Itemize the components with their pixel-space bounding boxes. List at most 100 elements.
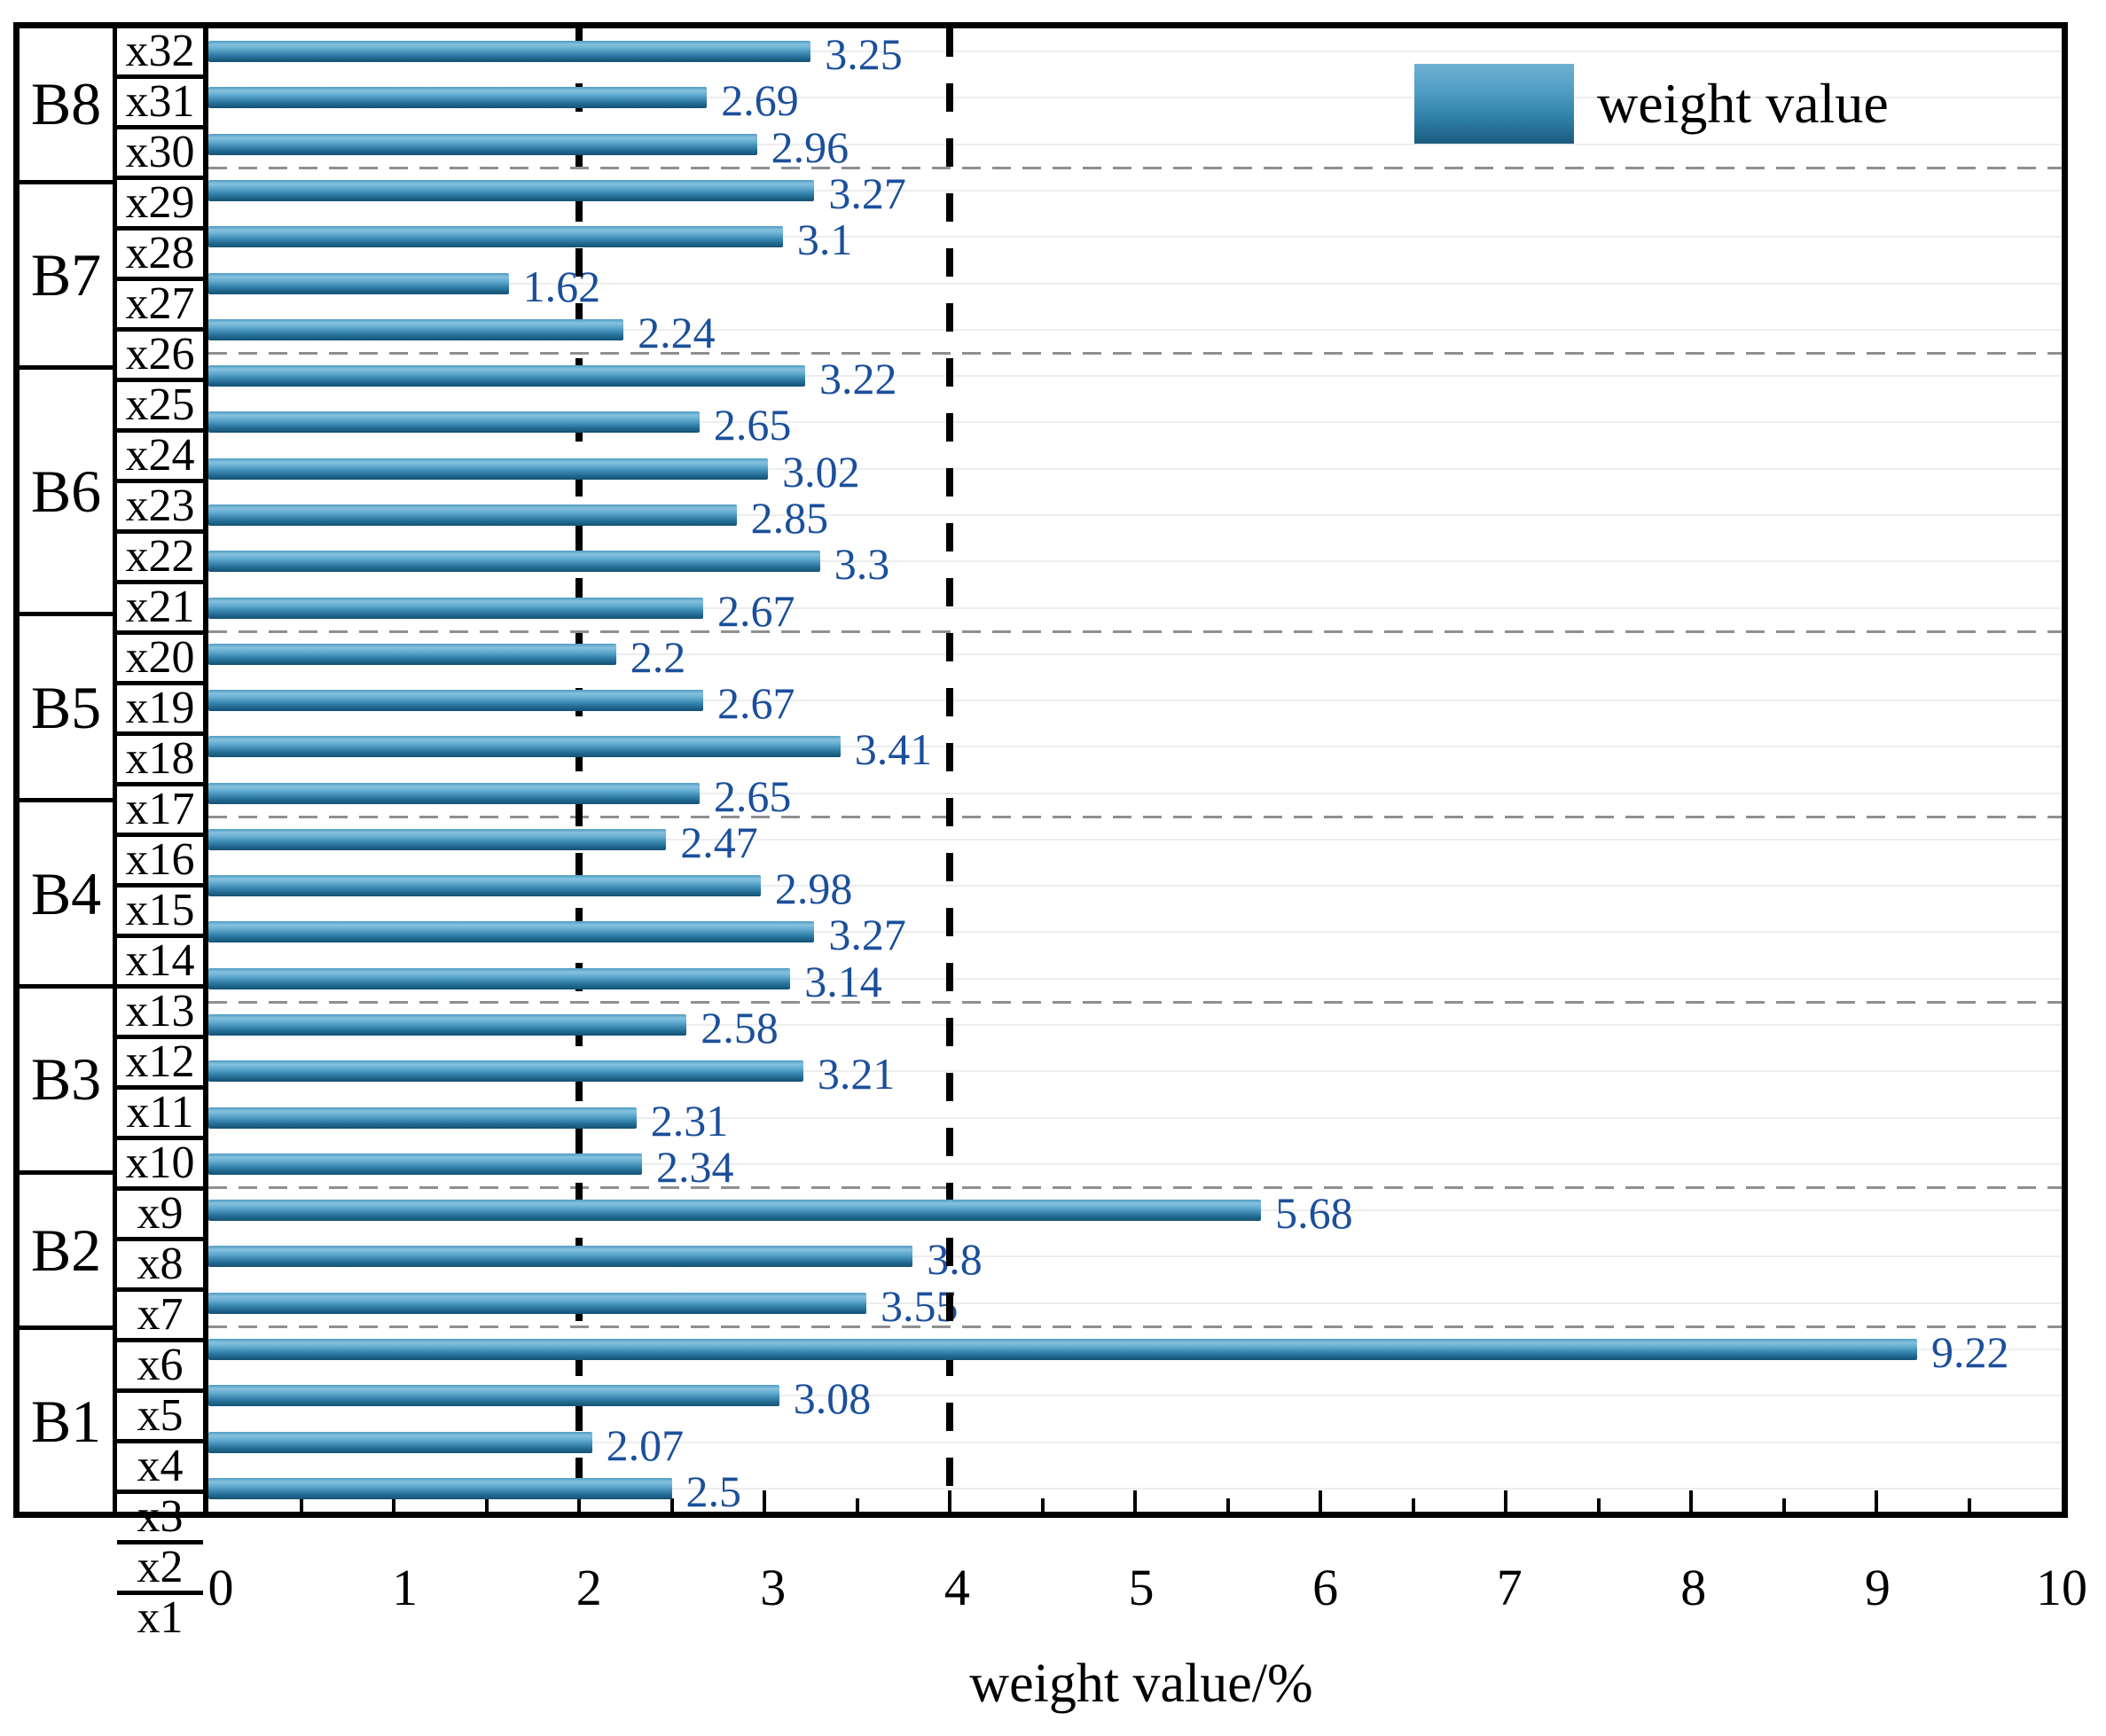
row-label-text: x21 bbox=[125, 582, 195, 632]
group-label-B3: B3 bbox=[20, 989, 113, 1175]
row-label-x11: x11 bbox=[117, 1090, 203, 1140]
bar-x24 bbox=[208, 411, 700, 434]
bar-value-label: 2.31 bbox=[650, 1095, 729, 1146]
bar-value-label: 3.41 bbox=[854, 724, 933, 775]
bar-value-label: 2.5 bbox=[685, 1466, 742, 1516]
group-separator bbox=[208, 351, 2062, 355]
bar-value-label: 2.2 bbox=[630, 631, 686, 682]
row-label-x23: x23 bbox=[117, 483, 203, 534]
row-label-text: x17 bbox=[125, 784, 195, 834]
bar-value-label: 2.24 bbox=[638, 307, 716, 357]
bar-row-x18: 2.67 bbox=[208, 677, 2062, 725]
axis-tick-label: 1 bbox=[392, 1559, 419, 1616]
row-gridline bbox=[208, 1255, 2062, 1258]
bar-value-label: 3.27 bbox=[828, 168, 906, 218]
bar-value-label: 3.1 bbox=[796, 215, 853, 265]
bar-value-label: 3.27 bbox=[828, 910, 906, 960]
bar-x2 bbox=[208, 1431, 592, 1453]
row-label-text: x25 bbox=[125, 379, 195, 430]
bar-x10 bbox=[208, 1060, 803, 1083]
row-label-text: x6 bbox=[137, 1340, 184, 1390]
row-label-x30: x30 bbox=[117, 129, 203, 180]
bar-row-x12: 3.14 bbox=[208, 956, 2062, 1004]
row-label-x20: x20 bbox=[117, 635, 203, 685]
bar-value-label: 2.47 bbox=[680, 817, 758, 867]
row-label-x9: x9 bbox=[117, 1191, 203, 1241]
row-gridline bbox=[208, 885, 2062, 888]
row-label-text: x4 bbox=[137, 1441, 184, 1491]
axis-tick bbox=[763, 1490, 766, 1512]
bar-value-label: 2.58 bbox=[701, 1003, 779, 1053]
reference-line-2 bbox=[575, 28, 583, 1512]
bar-value-label: 9.22 bbox=[1930, 1327, 2009, 1378]
row-label-text: x12 bbox=[125, 1036, 195, 1087]
bar-x26 bbox=[208, 318, 624, 340]
group-label-text: B2 bbox=[30, 1216, 102, 1284]
bar-row-x13: 3.27 bbox=[208, 909, 2062, 960]
row-label-x29: x29 bbox=[117, 180, 203, 231]
group-label-text: B3 bbox=[30, 1045, 102, 1114]
row-gridline bbox=[208, 143, 2062, 145]
row-gridline bbox=[208, 1116, 2062, 1119]
bar-row-x23: 3.02 bbox=[208, 446, 2062, 494]
axis-tick bbox=[1596, 1498, 1601, 1512]
bar-row-x4: 9.22 bbox=[208, 1326, 2062, 1378]
chart-frame: B8 B7 B6 B5 B4 B3 B2 B1 x32 x31 x30 x29 x28 x27 x26 x2… bbox=[13, 22, 2068, 1641]
row-label-x4: x4 bbox=[117, 1443, 203, 1494]
bar-row-x9: 2.31 bbox=[208, 1094, 2062, 1146]
row-label-text: x1 bbox=[137, 1592, 184, 1643]
bar-row-x30: 2.96 bbox=[208, 121, 2062, 169]
bar-value-label: 2.34 bbox=[656, 1141, 734, 1192]
row-gridline bbox=[208, 51, 2062, 53]
row-label-text: x29 bbox=[125, 177, 195, 228]
group-separator bbox=[208, 1000, 2062, 1004]
bar-x11 bbox=[208, 1014, 687, 1036]
bar-row-x28: 3.1 bbox=[208, 214, 2062, 265]
row-label-x28: x28 bbox=[117, 231, 203, 281]
row-gridline bbox=[208, 328, 2062, 331]
row-label-text: x14 bbox=[125, 935, 195, 986]
group-label-text: B7 bbox=[30, 240, 102, 309]
row-label-x1: x1 bbox=[117, 1595, 203, 1641]
row-label-text: x22 bbox=[125, 531, 195, 582]
row-label-x7: x7 bbox=[117, 1292, 203, 1342]
row-label-text: x7 bbox=[137, 1289, 184, 1340]
group-label-B4: B4 bbox=[20, 802, 113, 989]
bar-row-x1: 2.5 bbox=[208, 1466, 2062, 1516]
bar-x3 bbox=[208, 1385, 779, 1407]
row-label-x25: x25 bbox=[117, 382, 203, 433]
bar-value-label: 3.22 bbox=[818, 354, 897, 404]
axis-tick bbox=[392, 1490, 395, 1512]
bar-x5 bbox=[208, 1292, 866, 1314]
row-gridline bbox=[208, 606, 2062, 609]
bar-x23 bbox=[208, 457, 769, 480]
row-label-text: x20 bbox=[125, 632, 195, 683]
row-label-text: x13 bbox=[125, 986, 195, 1036]
axis-tick bbox=[1040, 1498, 1045, 1512]
row-gridline bbox=[208, 1441, 2062, 1443]
row-gridline bbox=[208, 97, 2062, 99]
row-label-text: x11 bbox=[126, 1087, 194, 1138]
bar-row-x32: 3.25 bbox=[208, 28, 2062, 76]
axis-tick bbox=[1781, 1498, 1786, 1512]
row-label-text: x15 bbox=[125, 885, 195, 935]
row-label-x15: x15 bbox=[117, 888, 203, 938]
bar-row-x10: 3.21 bbox=[208, 1048, 2062, 1096]
group-separator bbox=[208, 1186, 2062, 1190]
row-label-x26: x26 bbox=[117, 332, 203, 382]
bar-x12 bbox=[208, 967, 791, 989]
row-label-text: x32 bbox=[125, 26, 195, 76]
bar-x16 bbox=[208, 782, 700, 804]
row-label-x27: x27 bbox=[117, 281, 203, 332]
row-gridline bbox=[208, 653, 2062, 655]
group-label-text: B5 bbox=[30, 673, 102, 741]
bar-x7 bbox=[208, 1200, 1262, 1222]
bar-row-x2: 2.07 bbox=[208, 1419, 2062, 1467]
row-label-x13: x13 bbox=[117, 989, 203, 1039]
bar-row-x16: 2.65 bbox=[208, 770, 2062, 818]
row-label-x10: x10 bbox=[117, 1140, 203, 1191]
group-label-column: B8 B7 B6 B5 B4 B3 B2 B1 bbox=[20, 28, 117, 1512]
axis-tick bbox=[669, 1498, 674, 1512]
group-separator bbox=[208, 629, 2062, 633]
